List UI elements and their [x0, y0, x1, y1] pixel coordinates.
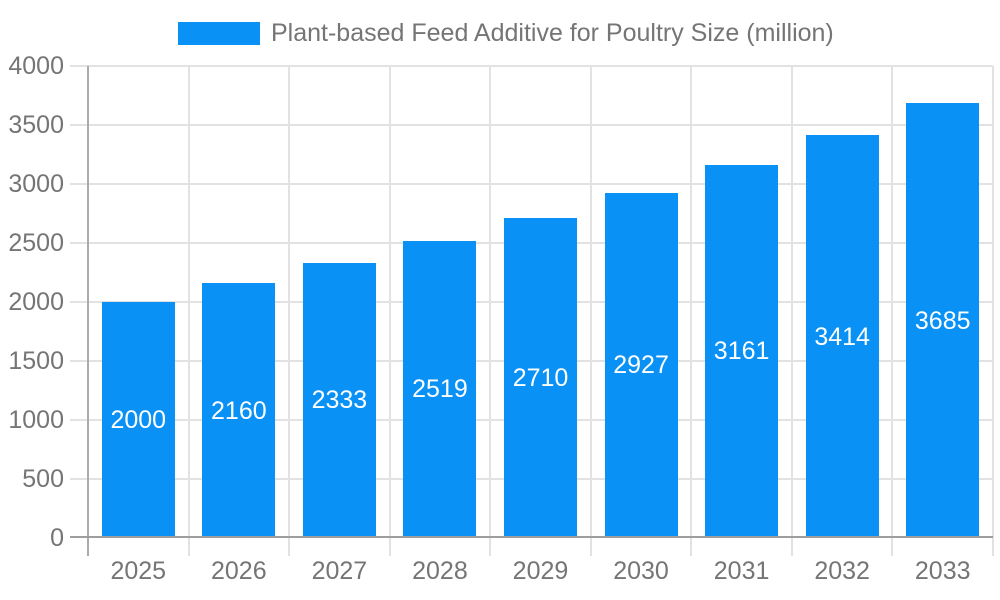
gridline-horizontal [70, 65, 993, 67]
gridline-horizontal [70, 183, 993, 185]
y-tick-label: 500 [22, 465, 64, 493]
gridline-vertical [992, 66, 994, 556]
y-tick-label: 3500 [8, 111, 64, 139]
gridline-vertical [891, 66, 894, 556]
x-tick-label: 2032 [814, 557, 870, 585]
x-tick-label: 2030 [613, 557, 669, 585]
bar: 2710 [504, 218, 577, 538]
x-tick-label: 2031 [713, 557, 770, 585]
bar: 2333 [302, 262, 376, 538]
x-tick-label: 2027 [311, 557, 368, 585]
gridline-vertical [388, 66, 391, 556]
plot-area: 2000 2160 2333 2519 2710 2927 3161 3414 3685 [70, 65, 994, 556]
y-tick-label: 0 [50, 524, 64, 552]
gridline-vertical [489, 66, 492, 556]
bar-value-label: 3414 [814, 322, 870, 351]
bar: 2000 [101, 302, 175, 538]
gridline-vertical [288, 66, 291, 556]
bar-value-label: 3161 [713, 337, 770, 366]
x-axis-line [70, 536, 993, 538]
legend-label: Plant-based Feed Additive for Poultry Si… [271, 19, 834, 47]
legend-swatch [178, 21, 260, 45]
bar-value-label: 2000 [110, 406, 167, 434]
bar: 2519 [403, 240, 477, 538]
chart-legend[interactable]: Plant-based Feed Additive for Poultry Si… [178, 20, 834, 46]
gridline-horizontal [70, 124, 993, 126]
x-tick-label: 2029 [512, 557, 569, 585]
bar-value-label: 2333 [311, 386, 368, 415]
y-tick-label: 3000 [8, 170, 64, 198]
y-tick-label: 2000 [8, 288, 64, 316]
bar: 3414 [805, 135, 879, 538]
bar-value-label: 2160 [211, 396, 267, 425]
y-tick-label: 1500 [8, 347, 64, 375]
bar: 2927 [604, 192, 678, 538]
x-tick-label: 2028 [412, 557, 468, 585]
bar-value-label: 3685 [914, 306, 971, 335]
x-tick-label: 2025 [110, 557, 167, 585]
gridline-vertical [187, 66, 190, 556]
y-tick-label: 2500 [8, 229, 64, 257]
bar: 2160 [202, 283, 276, 538]
y-tick-label: 4000 [8, 52, 64, 80]
bar-value-label: 2519 [412, 375, 468, 404]
bar: 3685 [906, 103, 980, 538]
x-tick-label: 2026 [211, 557, 267, 585]
bar-value-label: 2710 [512, 364, 569, 393]
bar-value-label: 2927 [613, 351, 669, 380]
y-tick-label: 1000 [8, 406, 64, 434]
bar: 3161 [705, 165, 779, 538]
gridline-vertical [589, 66, 592, 556]
y-axis-line [87, 66, 89, 556]
gridline-vertical [790, 66, 793, 556]
x-tick-label: 2033 [914, 557, 971, 585]
gridline-vertical [690, 66, 693, 556]
